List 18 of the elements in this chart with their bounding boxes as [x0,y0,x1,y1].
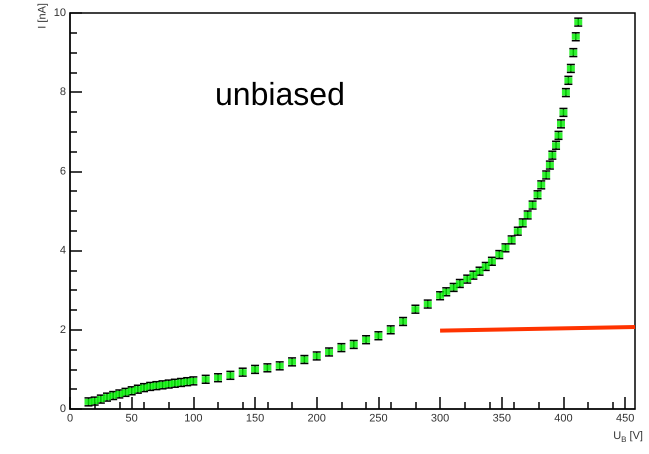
y-axis-title: I [nA] [36,3,48,29]
y-tick-label: 10 [54,7,66,19]
annotation: unbiased [215,76,345,112]
x-tick-label: 250 [369,412,388,424]
y-tick-label: 0 [60,403,66,415]
y-tick-label: 2 [60,324,66,336]
x-tick-label: 450 [616,412,634,424]
x-tick-label: 400 [554,412,573,424]
x-tick-label: 100 [184,412,203,424]
y-tick-label: 4 [60,244,66,257]
y-tick-label: 6 [60,165,66,178]
x-tick-label: 50 [126,412,138,424]
x-tick-label: 350 [492,412,511,424]
x-tick-label: 150 [246,412,264,424]
x-tick-label: 300 [430,412,450,424]
x-tick-label: 200 [308,412,326,424]
y-tick-label: 8 [60,86,66,98]
x-axis-title: U$_{B}$ [V] [613,430,643,444]
